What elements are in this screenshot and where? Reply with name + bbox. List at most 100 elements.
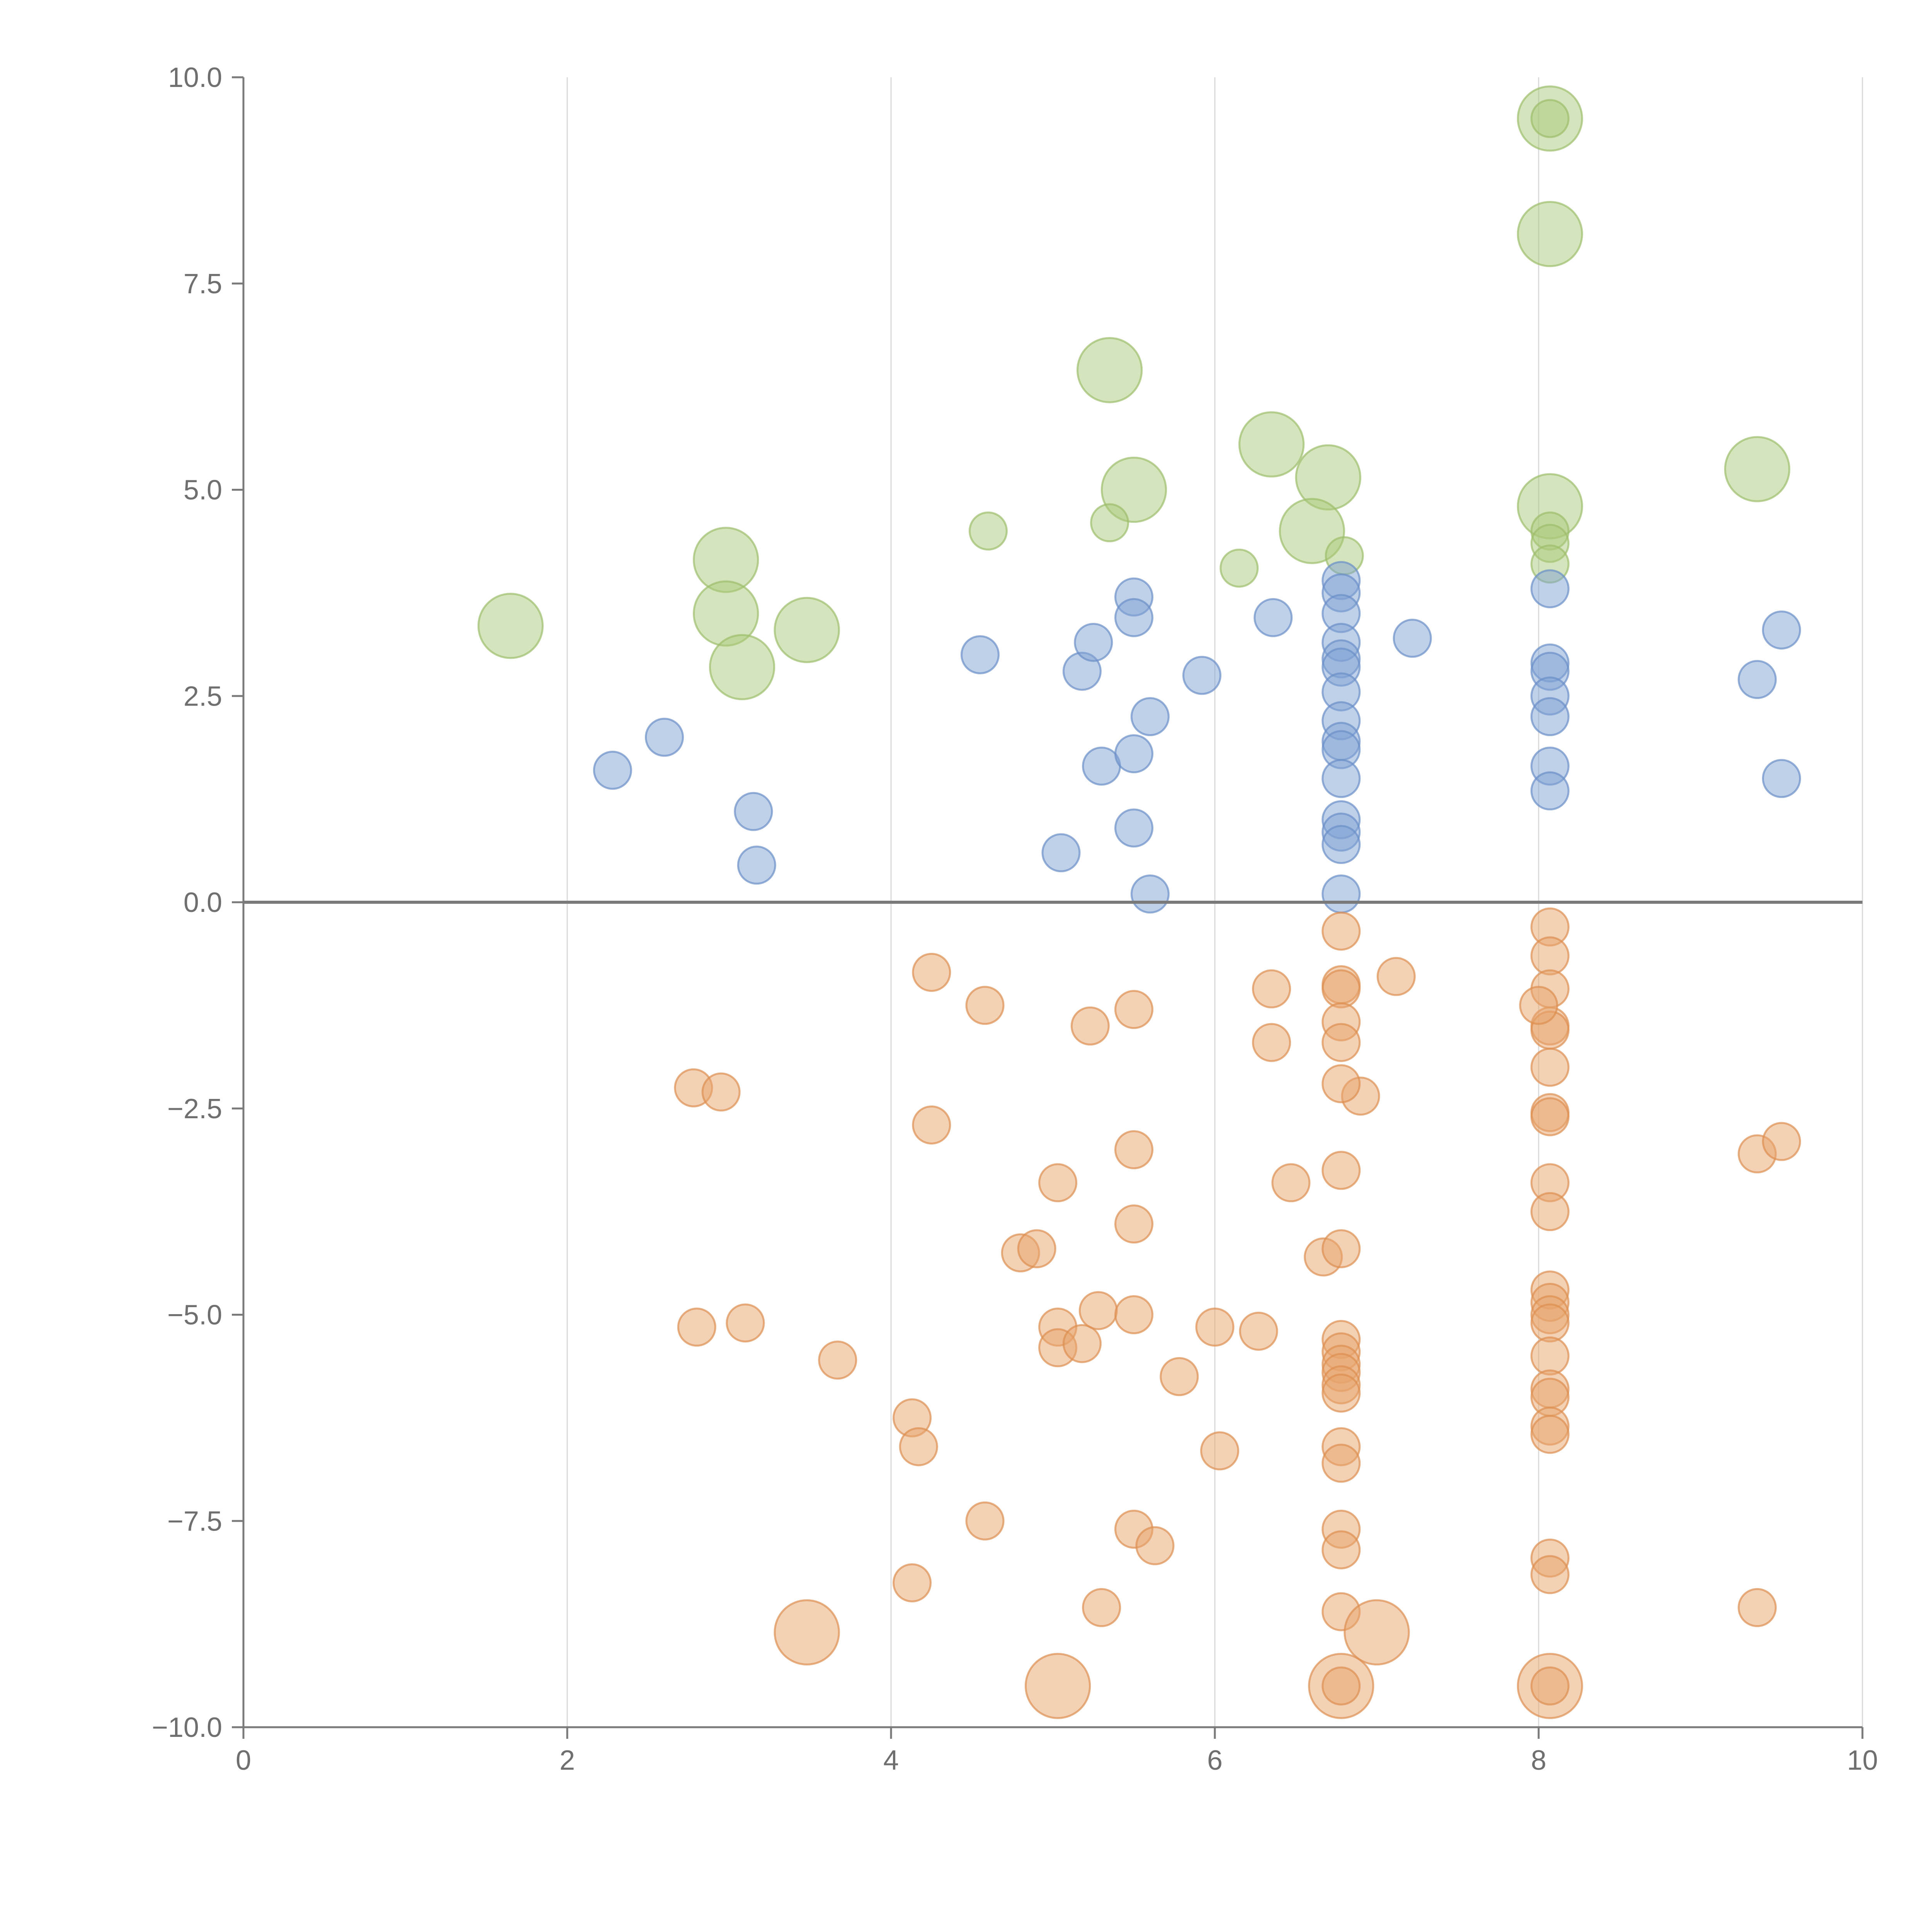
scatter-point-blue <box>1253 598 1293 637</box>
scatter-point-orange <box>1239 1311 1278 1351</box>
scatter-point-blue <box>1114 598 1153 637</box>
scatter-point-orange <box>1062 1324 1102 1363</box>
scatter-point-orange <box>1530 1303 1570 1343</box>
scatter-point-orange <box>1530 1192 1570 1231</box>
x-tick-label: 6 <box>1207 1745 1223 1776</box>
scatter-point-orange <box>1321 1229 1361 1269</box>
series-blue <box>593 561 1801 914</box>
x-tick-label: 2 <box>560 1745 575 1776</box>
scatter-point-blue <box>1114 734 1153 774</box>
scatter-point-blue <box>960 635 1000 674</box>
scatter-point-orange <box>1024 1653 1091 1719</box>
scatter-point-blue <box>593 750 632 790</box>
scatter-point-orange <box>1252 969 1291 1009</box>
scatter-point-orange <box>965 1501 1005 1541</box>
scatter-point-orange <box>1321 1064 1361 1104</box>
x-tick-label: 0 <box>236 1745 251 1776</box>
scatter-point-orange <box>818 1340 857 1380</box>
y-tick-label: 2.5 <box>184 681 222 712</box>
scatter-point-green <box>1090 503 1129 543</box>
scatter-point-orange <box>677 1308 716 1347</box>
scatter-point-blue <box>1393 619 1432 658</box>
scatter-point-blue <box>1738 660 1777 699</box>
scatter-point-orange <box>1321 1666 1361 1706</box>
scatter-point-orange <box>1195 1308 1235 1347</box>
y-tick-label: 5.0 <box>184 475 222 506</box>
scatter-point-orange <box>1344 1599 1410 1666</box>
scatter-point-blue <box>1762 610 1801 650</box>
scatter-point-orange <box>1530 936 1570 976</box>
scatter-point-blue <box>1321 759 1361 798</box>
y-tick-label: −2.5 <box>167 1094 222 1124</box>
scatter-point-green <box>774 597 840 663</box>
scatter-point-orange <box>1070 1006 1110 1046</box>
series-orange <box>674 907 1801 1719</box>
scatter-point-orange <box>774 1599 840 1666</box>
y-tick-label: −7.5 <box>167 1506 222 1537</box>
scatter-point-green <box>1077 337 1143 403</box>
scatter-point-blue <box>645 718 684 757</box>
x-tick-label: 4 <box>883 1745 899 1776</box>
scatter-point-orange <box>1200 1431 1240 1471</box>
scatter-point-orange <box>1530 1097 1570 1136</box>
scatter-point-blue <box>1530 697 1570 736</box>
scatter-point-orange <box>912 952 951 992</box>
scatter-point-orange <box>1519 986 1558 1025</box>
series-green <box>477 85 1791 701</box>
scatter-point-orange <box>1017 1229 1056 1269</box>
scatter-point-green <box>1530 99 1570 138</box>
scatter-point-orange <box>1321 969 1361 1009</box>
scatter-point-green <box>1724 436 1791 502</box>
scatter-point-green <box>968 511 1008 551</box>
scatter-point-blue <box>737 845 776 885</box>
scatter-point-blue <box>734 792 773 831</box>
scatter-point-blue <box>1182 656 1221 695</box>
scatter-point-blue <box>1530 569 1570 609</box>
scatter-point-orange <box>1321 1151 1361 1190</box>
scatter-point-orange <box>1530 1048 1570 1087</box>
y-tick-label: 7.5 <box>184 269 222 299</box>
scatter-point-orange <box>1160 1357 1199 1396</box>
scatter-point-orange <box>1321 1444 1361 1483</box>
scatter-point-orange <box>892 1563 932 1602</box>
y-tick-label: 10.0 <box>168 62 222 93</box>
scatter-point-orange <box>1114 1130 1153 1169</box>
scatter-point-orange <box>1376 957 1416 996</box>
scatter-point-orange <box>1114 1204 1153 1244</box>
scatter-point-orange <box>1078 1291 1118 1330</box>
scatter-point-blue <box>1530 771 1570 811</box>
x-tick-label: 10 <box>1847 1745 1878 1776</box>
scatter-point-orange <box>726 1303 765 1343</box>
scatter-point-blue <box>1321 874 1361 914</box>
scatter-point-orange <box>965 986 1005 1025</box>
scatter-point-orange <box>912 1105 951 1145</box>
scatter-point-orange <box>1530 1415 1570 1454</box>
scatter-point-blue <box>1041 833 1081 872</box>
scatter-point-orange <box>1321 1373 1361 1413</box>
scatter-point-orange <box>1114 990 1153 1029</box>
scatter-point-blue <box>1114 808 1153 848</box>
scatter-point-orange <box>1530 1336 1570 1376</box>
scatter-point-orange <box>1114 1295 1153 1334</box>
scatter-point-blue <box>1130 874 1170 914</box>
x-axis-ticks: 0 2 4 6 8 10 <box>236 1727 1878 1776</box>
y-axis-ticks: 10.0 7.5 5.0 2.5 0.0 −2.5 −5.0 −7.5 −10.0 <box>152 62 243 1743</box>
scatter-point-orange <box>1738 1588 1777 1627</box>
scatter-point-blue <box>1762 759 1801 798</box>
scatter-point-orange <box>1530 1555 1570 1594</box>
y-tick-label: −5.0 <box>167 1300 222 1331</box>
scatter-point-orange <box>899 1427 938 1466</box>
scatter-point-blue <box>1321 825 1361 864</box>
scatter-point-orange <box>1271 1163 1311 1202</box>
y-tick-label: −10.0 <box>152 1712 222 1743</box>
scatter-point-green <box>1219 548 1259 588</box>
scatter-point-orange <box>1038 1163 1078 1202</box>
scatter-point-orange <box>1530 1666 1570 1706</box>
y-tick-label: 0.0 <box>184 887 222 918</box>
scatter-point-orange <box>701 1072 741 1112</box>
x-tick-label: 8 <box>1531 1745 1546 1776</box>
scatter-point-orange <box>1082 1588 1121 1627</box>
scatter-point-orange <box>1321 912 1361 951</box>
data-points <box>477 85 1801 1719</box>
